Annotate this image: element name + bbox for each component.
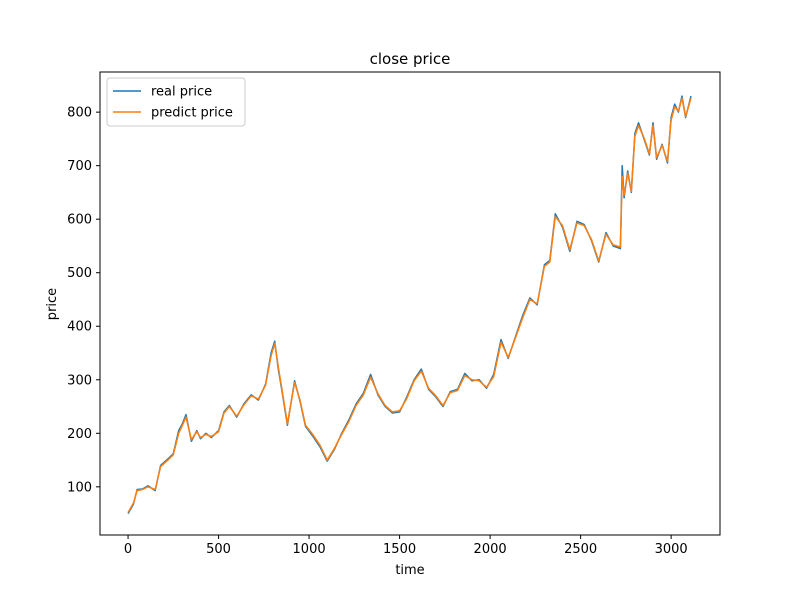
legend: real price predict price — [106, 77, 246, 127]
x-tick-label: 500 — [206, 542, 231, 557]
axes-frame — [99, 71, 721, 536]
series-line-1 — [127, 95, 692, 514]
y-tick-label: 400 — [67, 320, 92, 335]
chart-title: close price — [370, 50, 451, 68]
x-tick-label: 2000 — [474, 542, 507, 557]
y-tick-label: 800 — [67, 106, 92, 121]
y-tick-label: 200 — [67, 427, 92, 442]
x-tick-label: 0 — [124, 542, 132, 557]
series-line-2 — [127, 97, 692, 513]
legend-label-1: real price — [151, 85, 212, 100]
y-axis-ticks: 100 200 300 400 500 600 700 800 — [67, 106, 100, 495]
y-tick-label: 500 — [67, 266, 92, 281]
x-tick-label: 3000 — [655, 542, 688, 557]
plot-area — [127, 95, 692, 514]
x-tick-label: 2500 — [564, 542, 597, 557]
y-tick-label: 600 — [67, 213, 92, 228]
y-axis-label: price — [45, 288, 60, 320]
x-axis-label: time — [395, 563, 424, 578]
y-tick-label: 700 — [67, 159, 92, 174]
y-tick-label: 300 — [67, 373, 92, 388]
y-tick-label: 100 — [67, 480, 92, 495]
legend-box — [106, 77, 246, 127]
x-axis-ticks: 0 500 1000 1500 2000 2500 3000 — [124, 535, 688, 557]
x-tick-label: 1500 — [383, 542, 416, 557]
legend-label-2: predict price — [151, 106, 233, 121]
x-tick-label: 1000 — [293, 542, 326, 557]
